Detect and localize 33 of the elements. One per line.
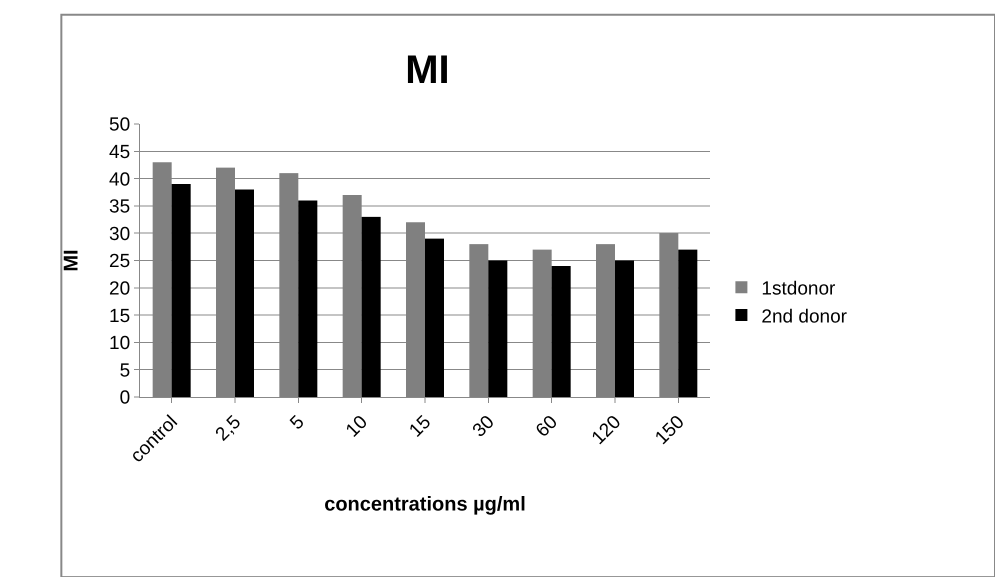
bar [235, 190, 254, 397]
y-tick-label: 20 [109, 278, 130, 300]
y-axis-title: MI [60, 249, 83, 272]
bar [678, 250, 698, 397]
bar [172, 184, 191, 397]
x-tick-label: 15 [405, 412, 436, 442]
bar [488, 260, 508, 397]
y-tick-label: 5 [120, 360, 130, 382]
bar [298, 200, 318, 397]
x-tick-label: 5 [286, 412, 309, 434]
chart-title: MI [405, 48, 450, 92]
x-tick-label: 2,5 [212, 412, 246, 446]
y-tick-label: 0 [120, 388, 130, 409]
y-tick-label: 40 [109, 169, 130, 190]
x-tick-label: 10 [342, 412, 372, 442]
bar [362, 216, 381, 397]
x-tick-label: 30 [468, 412, 499, 442]
bar [425, 238, 444, 397]
bar [615, 260, 634, 397]
y-tick-label: 30 [109, 224, 130, 245]
bar [552, 266, 571, 397]
legend-label: 2nd donor [761, 306, 848, 328]
y-tick-label: 25 [109, 251, 130, 272]
x-axis-title: concentrations µg/ml [324, 493, 526, 516]
legend-label: 1stdonor [761, 278, 836, 300]
x-tick-label: 60 [532, 412, 562, 442]
x-tick-label: 120 [588, 412, 626, 449]
y-tick-label: 35 [109, 196, 130, 218]
y-tick-label: 10 [109, 333, 130, 354]
y-tick-label: 15 [109, 306, 130, 327]
y-tick-label: 45 [109, 142, 130, 163]
x-tick-label: 150 [651, 412, 689, 449]
y-tick-label: 50 [109, 114, 130, 136]
